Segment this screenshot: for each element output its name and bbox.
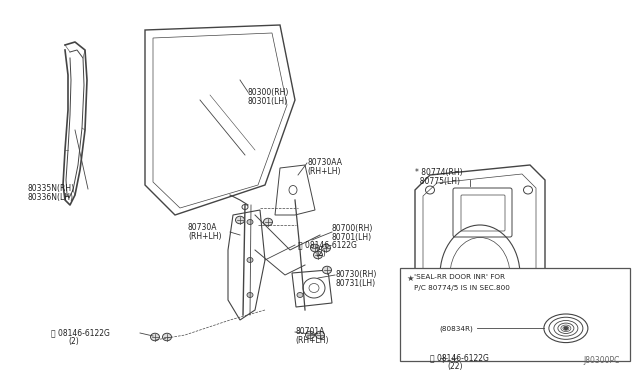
Ellipse shape	[310, 244, 319, 252]
Text: 80700(RH): 80700(RH)	[332, 224, 373, 233]
Ellipse shape	[438, 354, 447, 362]
Ellipse shape	[247, 257, 253, 263]
Text: 80730(RH): 80730(RH)	[335, 270, 376, 279]
Ellipse shape	[564, 327, 568, 330]
Ellipse shape	[449, 354, 458, 362]
Ellipse shape	[297, 292, 303, 298]
Text: 80300(RH): 80300(RH)	[248, 88, 289, 97]
Ellipse shape	[305, 331, 314, 339]
Text: Ⓑ 08146-6122G: Ⓑ 08146-6122G	[298, 240, 357, 249]
Ellipse shape	[163, 333, 172, 341]
Text: P/C 80774/5 IS IN SEC.800: P/C 80774/5 IS IN SEC.800	[414, 285, 510, 291]
Ellipse shape	[150, 333, 159, 341]
Ellipse shape	[316, 331, 324, 339]
Text: (2): (2)	[68, 337, 79, 346]
Ellipse shape	[321, 244, 330, 252]
Text: (2): (2)	[315, 249, 326, 258]
Text: J80300PC: J80300PC	[584, 356, 620, 365]
Text: ★: ★	[406, 274, 413, 283]
Text: 80731(LH): 80731(LH)	[335, 279, 375, 288]
Text: 'SEAL-RR DOOR INR' FOR: 'SEAL-RR DOOR INR' FOR	[414, 274, 505, 280]
Text: * 80774(RH): * 80774(RH)	[415, 168, 463, 177]
Text: (80834R): (80834R)	[439, 325, 473, 331]
Text: 80730A: 80730A	[188, 223, 218, 232]
Ellipse shape	[236, 216, 244, 224]
Ellipse shape	[264, 218, 273, 226]
Ellipse shape	[323, 266, 332, 274]
Text: 80701A: 80701A	[295, 327, 324, 336]
Text: (RH+LH): (RH+LH)	[295, 336, 328, 345]
Text: 80730AA: 80730AA	[307, 158, 342, 167]
Text: 80301(LH): 80301(LH)	[248, 97, 288, 106]
Text: 80775(LH): 80775(LH)	[415, 177, 460, 186]
Ellipse shape	[247, 219, 253, 224]
Text: (22): (22)	[447, 362, 463, 371]
Text: 80335N(RH): 80335N(RH)	[28, 184, 75, 193]
Text: Ⓑ 08146-6122G: Ⓑ 08146-6122G	[51, 328, 110, 337]
Text: Ⓑ 08146-6122G: Ⓑ 08146-6122G	[430, 353, 489, 362]
Text: 80701(LH): 80701(LH)	[332, 233, 372, 242]
Text: (RH+LH): (RH+LH)	[307, 167, 340, 176]
Bar	[400, 268, 630, 361]
Ellipse shape	[247, 292, 253, 298]
Ellipse shape	[314, 251, 323, 259]
Text: (RH+LH): (RH+LH)	[188, 232, 221, 241]
Text: 80336N(LH): 80336N(LH)	[28, 193, 74, 202]
